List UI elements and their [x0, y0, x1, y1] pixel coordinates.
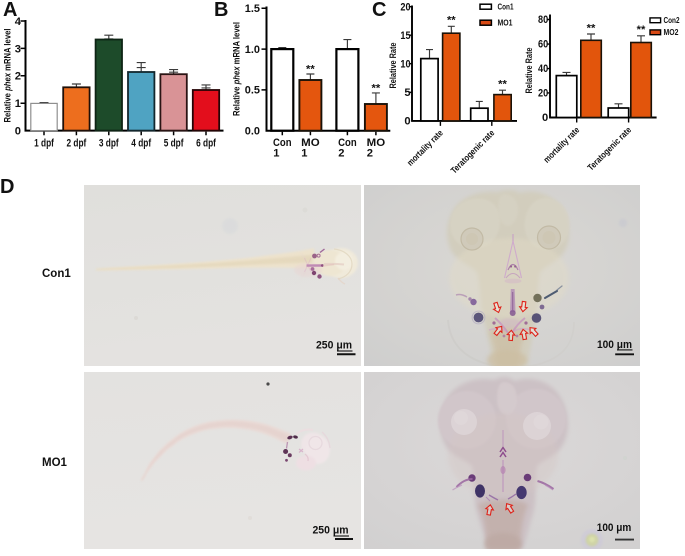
- svg-text:0: 0: [404, 115, 410, 127]
- svg-text:MO1: MO1: [42, 457, 68, 469]
- svg-text:6 dpf: 6 dpf: [196, 138, 216, 150]
- svg-text:10: 10: [400, 58, 410, 70]
- svg-text:60: 60: [538, 39, 548, 51]
- svg-text:20: 20: [538, 88, 548, 100]
- svg-text:Con1: Con1: [498, 3, 514, 12]
- svg-text:0.0: 0.0: [245, 126, 260, 138]
- svg-text:Relative phex mRNA level: Relative phex mRNA level: [232, 22, 242, 116]
- svg-text:100 μm: 100 μm: [597, 522, 632, 534]
- svg-text:**: **: [587, 22, 596, 34]
- svg-text:Relative Rate: Relative Rate: [523, 48, 534, 94]
- svg-text:100 μm: 100 μm: [597, 339, 632, 351]
- svg-text:5 dpf: 5 dpf: [164, 138, 184, 150]
- svg-text:15: 15: [400, 30, 410, 42]
- svg-text:0.5: 0.5: [245, 85, 260, 97]
- svg-text:2: 2: [367, 148, 373, 160]
- svg-text:**: **: [498, 79, 507, 91]
- svg-text:MO: MO: [301, 137, 320, 149]
- svg-text:20: 20: [400, 1, 410, 13]
- svg-text:Relative Rate: Relative Rate: [387, 43, 398, 89]
- svg-text:40: 40: [538, 63, 548, 75]
- svg-text:1.0: 1.0: [245, 44, 260, 56]
- svg-text:0: 0: [542, 112, 548, 124]
- svg-text:3 dpf: 3 dpf: [99, 138, 119, 150]
- svg-text:3: 3: [15, 43, 21, 55]
- svg-text:MO1: MO1: [498, 19, 513, 28]
- svg-text:1 dpf: 1 dpf: [34, 138, 54, 150]
- svg-text:Con: Con: [273, 137, 292, 149]
- svg-text:80: 80: [538, 14, 548, 26]
- svg-text:Con1: Con1: [42, 268, 71, 280]
- svg-text:250 μm: 250 μm: [313, 525, 349, 537]
- svg-text:4: 4: [15, 16, 22, 28]
- svg-text:MO: MO: [367, 137, 386, 149]
- svg-text:2: 2: [338, 148, 344, 160]
- svg-text:5: 5: [404, 87, 410, 99]
- svg-text:B: B: [214, 0, 228, 21]
- svg-text:1: 1: [301, 148, 307, 160]
- svg-text:D: D: [0, 176, 14, 198]
- svg-text:1.5: 1.5: [245, 3, 260, 15]
- svg-text:4 dpf: 4 dpf: [131, 138, 151, 150]
- svg-text:1: 1: [273, 148, 279, 160]
- svg-text:A: A: [3, 0, 17, 21]
- svg-text:**: **: [447, 15, 456, 27]
- svg-text:**: **: [306, 63, 315, 75]
- svg-text:0: 0: [15, 125, 21, 137]
- svg-text:Con: Con: [338, 137, 357, 149]
- svg-text:1: 1: [15, 98, 21, 110]
- svg-text:MO2: MO2: [664, 28, 679, 37]
- svg-text:Relative phex mRNA level: Relative phex mRNA level: [3, 29, 13, 123]
- svg-text:Con2: Con2: [664, 16, 680, 25]
- svg-text:**: **: [372, 82, 381, 94]
- svg-text:2: 2: [15, 71, 21, 83]
- svg-text:C: C: [372, 0, 386, 21]
- svg-text:2 dpf: 2 dpf: [67, 138, 87, 150]
- svg-text:250 μm: 250 μm: [316, 340, 352, 352]
- svg-text:**: **: [637, 24, 646, 36]
